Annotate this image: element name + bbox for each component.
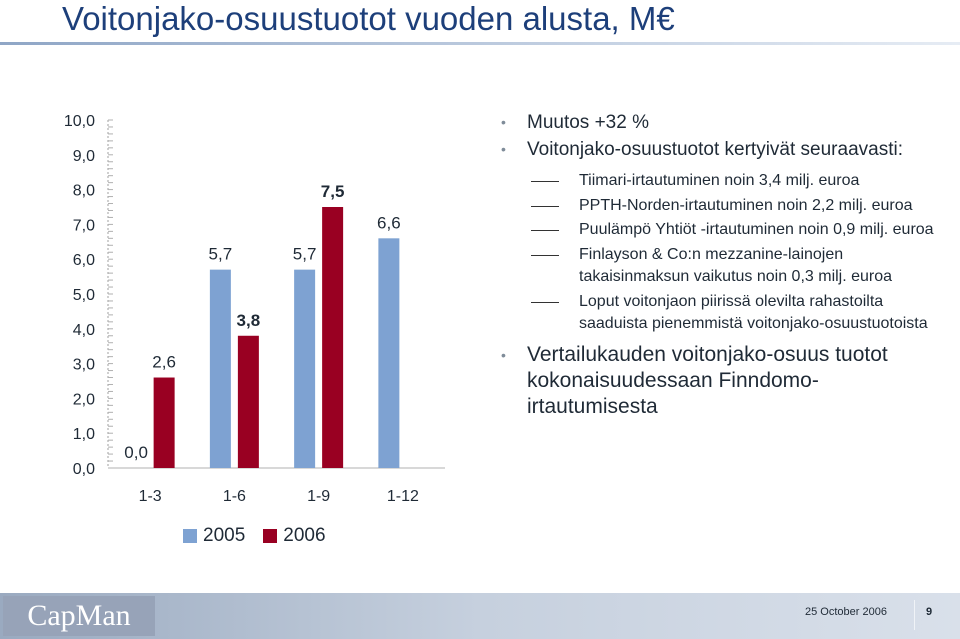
sub-bullet-text: Loput voitonjaon piirissä olevilta rahas… [579, 292, 928, 333]
bar-2006 [153, 377, 175, 468]
y-tick-label: 2,0 [73, 391, 95, 408]
sub-bullet-text: Puulämpö Yhtiöt -irtautuminen noin 0,9 m… [579, 221, 934, 238]
chart-legend: 2005 2006 [183, 525, 344, 547]
legend-label-2005: 2005 [203, 525, 246, 546]
y-tick-label: 9,0 [73, 148, 95, 165]
bullet-dot-icon: • [501, 141, 506, 157]
dash-icon [531, 301, 559, 303]
footer-bar [0, 593, 960, 639]
bullet-text: Muutos +32 % [527, 112, 649, 133]
bar-2005 [209, 269, 231, 468]
y-tick-label: 8,0 [73, 183, 95, 200]
bar-2005 [378, 238, 400, 468]
y-tick-label: 3,0 [73, 357, 95, 374]
data-label: 2,6 [152, 353, 176, 372]
y-tick-label: 4,0 [73, 322, 95, 339]
x-tick-label: 1-12 [387, 488, 419, 505]
data-label: 7,5 [321, 182, 345, 201]
dash-icon [531, 230, 559, 231]
footer-divider [914, 600, 915, 630]
bullet-comparison: • Vertailukauden voitonjako-osuus tuotot… [497, 342, 947, 420]
y-tick-label: 1,0 [73, 426, 95, 443]
dash-icon [531, 254, 559, 256]
bar-2005 [294, 269, 316, 468]
sub-bullet: Puulämpö Yhtiöt -irtautuminen noin 0,9 m… [497, 219, 947, 242]
footer-date: 25 October 2006 [805, 606, 887, 618]
legend-item-2005: 2005 [183, 525, 245, 547]
legend-item-2006: 2006 [263, 525, 326, 547]
sub-bullet: PPTH-Norden-irtautuminen noin 2,2 milj. … [497, 195, 947, 218]
x-tick-label: 1-6 [223, 488, 246, 505]
company-logo: CapMan [3, 596, 155, 636]
dash-icon [531, 181, 559, 182]
bullet-accrual: • Voitonjako-osuustuotot kertyivät seura… [497, 137, 947, 162]
bullet-text: Vertailukauden voitonjako-osuus tuotot k… [527, 342, 888, 418]
page-number: 9 [926, 606, 933, 618]
data-label: 0,0 [124, 443, 148, 462]
data-label: 6,6 [377, 213, 401, 232]
y-tick-label: 0,0 [73, 461, 95, 478]
bullet-dot-icon: • [501, 114, 506, 130]
bullet-list: • Muutos +32 % • Voitonjako-osuustuotot … [497, 110, 947, 420]
sub-bullet-text: Tiimari-irtautuminen noin 3,4 milj. euro… [579, 172, 860, 189]
data-label: 5,7 [209, 245, 233, 264]
data-label: 5,7 [293, 245, 317, 264]
slide-title: Voitonjako-osuustuotot vuoden alusta, M€ [62, 0, 675, 37]
y-tick-label: 7,0 [73, 217, 95, 234]
x-tick-label: 1-3 [139, 488, 162, 505]
y-tick-label: 10,0 [64, 113, 95, 130]
bullet-text: Voitonjako-osuustuotot kertyivät seuraav… [527, 139, 903, 160]
bullet-change: • Muutos +32 % [497, 110, 947, 135]
sub-bullet-text: Finlayson & Co:n mezzanine-lainojen taka… [579, 245, 893, 286]
y-tick-label: 6,0 [73, 252, 95, 269]
legend-swatch-2005 [183, 529, 197, 543]
sub-bullet-text: PPTH-Norden-irtautuminen noin 2,2 milj. … [579, 196, 913, 214]
sub-bullet: Loput voitonjaon piirissä olevilta rahas… [497, 291, 947, 336]
bar-2006 [237, 335, 259, 468]
legend-label-2006: 2006 [283, 525, 326, 546]
data-label: 3,8 [237, 311, 261, 330]
dash-icon [531, 205, 559, 207]
title-divider [0, 42, 960, 45]
sub-bullet: Tiimari-irtautuminen noin 3,4 milj. euro… [497, 170, 947, 193]
sub-bullet: Finlayson & Co:n mezzanine-lainojen taka… [497, 244, 947, 289]
x-tick-label: 1-9 [307, 488, 330, 505]
bar-chart: 0,0 1,0 2,0 3,0 4,0 5,0 6,0 7,0 8,0 9,0 10,0 1-3 0,0… [64, 113, 445, 505]
bar-2006 [322, 207, 344, 468]
legend-swatch-2006 [263, 529, 278, 543]
bullet-dot-icon: • [501, 346, 506, 363]
y-tick-label: 5,0 [73, 287, 95, 304]
